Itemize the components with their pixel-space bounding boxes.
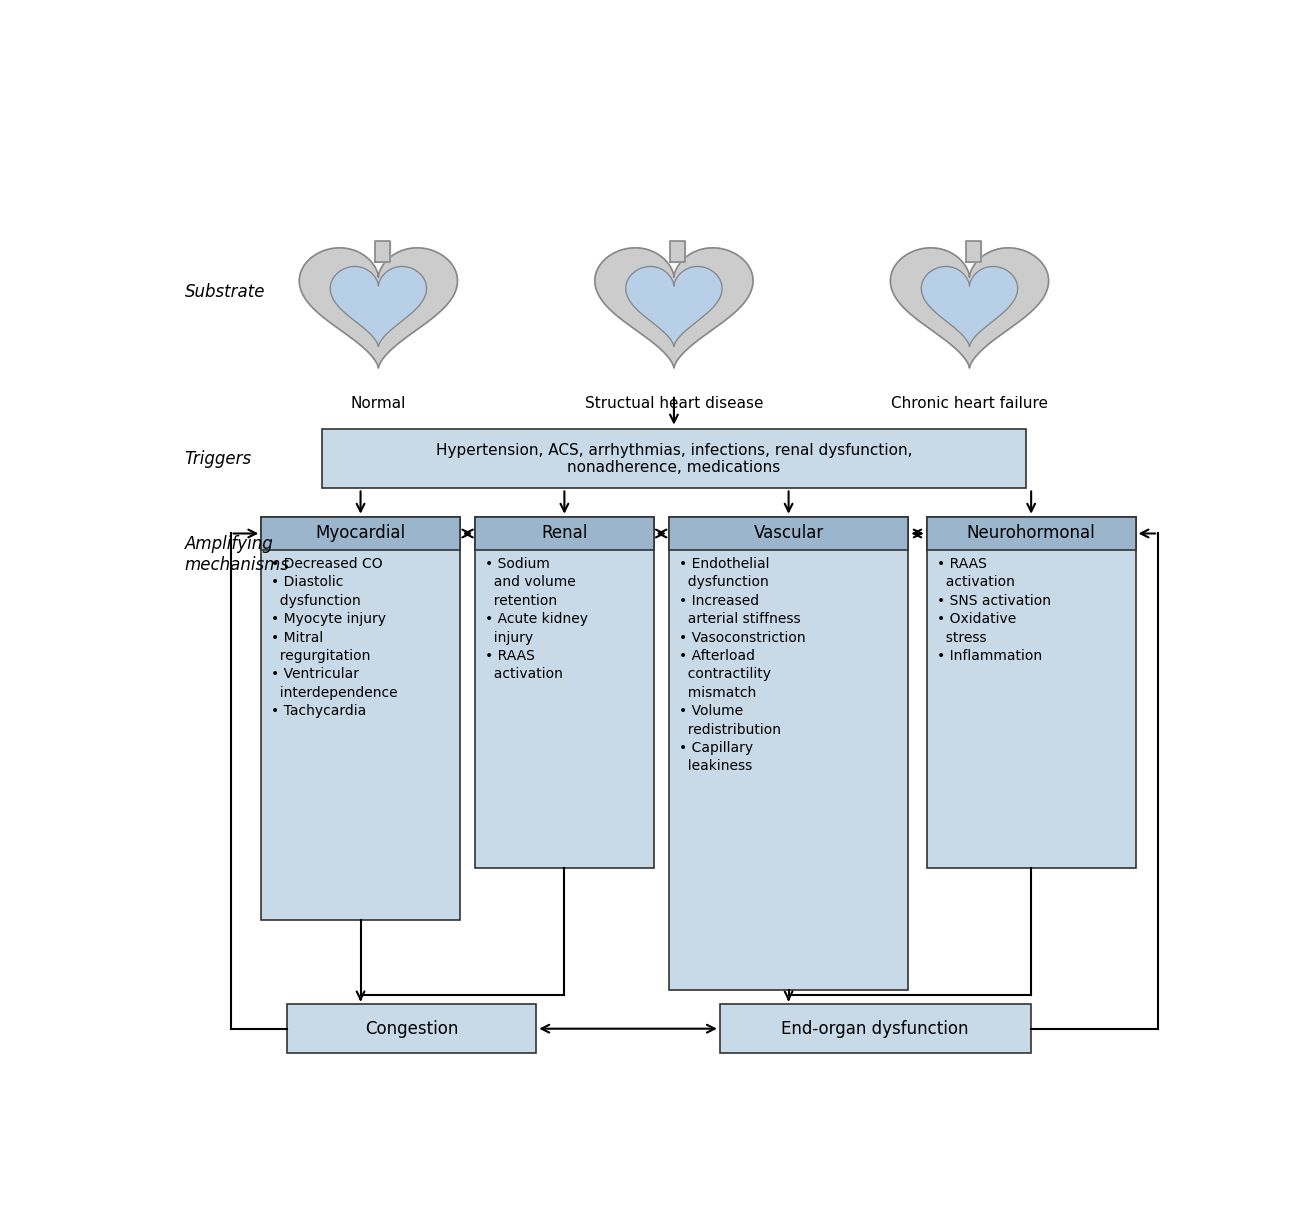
Text: • Decreased CO
• Diastolic
  dysfunction
• Myocyte injury
• Mitral
  regurgitati: • Decreased CO • Diastolic dysfunction •… bbox=[271, 557, 398, 719]
FancyBboxPatch shape bbox=[669, 516, 909, 551]
Polygon shape bbox=[300, 247, 458, 368]
Polygon shape bbox=[330, 267, 426, 347]
Polygon shape bbox=[626, 267, 722, 347]
FancyBboxPatch shape bbox=[475, 516, 654, 551]
FancyBboxPatch shape bbox=[322, 430, 1026, 488]
Text: • Endothelial
  dysfunction
• Increased
  arterial stiffness
• Vasoconstriction
: • Endothelial dysfunction • Increased ar… bbox=[679, 557, 806, 773]
Polygon shape bbox=[965, 241, 981, 262]
Polygon shape bbox=[594, 247, 753, 368]
FancyBboxPatch shape bbox=[287, 1005, 537, 1054]
Text: Vascular: Vascular bbox=[753, 525, 823, 542]
Polygon shape bbox=[375, 241, 389, 262]
Text: Substrate: Substrate bbox=[184, 283, 266, 301]
FancyBboxPatch shape bbox=[719, 1005, 1031, 1054]
FancyBboxPatch shape bbox=[669, 516, 909, 990]
Text: Amplifying
mechanisms: Amplifying mechanisms bbox=[184, 535, 289, 574]
FancyBboxPatch shape bbox=[927, 516, 1136, 868]
Text: Renal: Renal bbox=[542, 525, 588, 542]
Text: • Sodium
  and volume
  retention
• Acute kidney
  injury
• RAAS
  activation: • Sodium and volume retention • Acute ki… bbox=[485, 557, 588, 681]
Polygon shape bbox=[890, 247, 1048, 368]
Polygon shape bbox=[671, 241, 685, 262]
FancyBboxPatch shape bbox=[475, 516, 654, 868]
Text: Chronic heart failure: Chronic heart failure bbox=[892, 396, 1048, 410]
Text: Triggers: Triggers bbox=[184, 449, 252, 468]
Text: End-organ dysfunction: End-organ dysfunction bbox=[781, 1019, 969, 1038]
Text: Structual heart disease: Structual heart disease bbox=[585, 396, 763, 410]
Polygon shape bbox=[922, 267, 1018, 347]
Text: Congestion: Congestion bbox=[364, 1019, 458, 1038]
FancyBboxPatch shape bbox=[927, 516, 1136, 551]
FancyBboxPatch shape bbox=[262, 516, 460, 920]
FancyBboxPatch shape bbox=[262, 516, 460, 551]
Text: Normal: Normal bbox=[351, 396, 406, 410]
Text: Hypertension, ACS, arrhythmias, infections, renal dysfunction,
nonadherence, med: Hypertension, ACS, arrhythmias, infectio… bbox=[435, 442, 913, 475]
Text: Neurohormonal: Neurohormonal bbox=[967, 525, 1095, 542]
Text: Myocardial: Myocardial bbox=[316, 525, 405, 542]
Text: • RAAS
  activation
• SNS activation
• Oxidative
  stress
• Inflammation: • RAAS activation • SNS activation • Oxi… bbox=[936, 557, 1051, 663]
